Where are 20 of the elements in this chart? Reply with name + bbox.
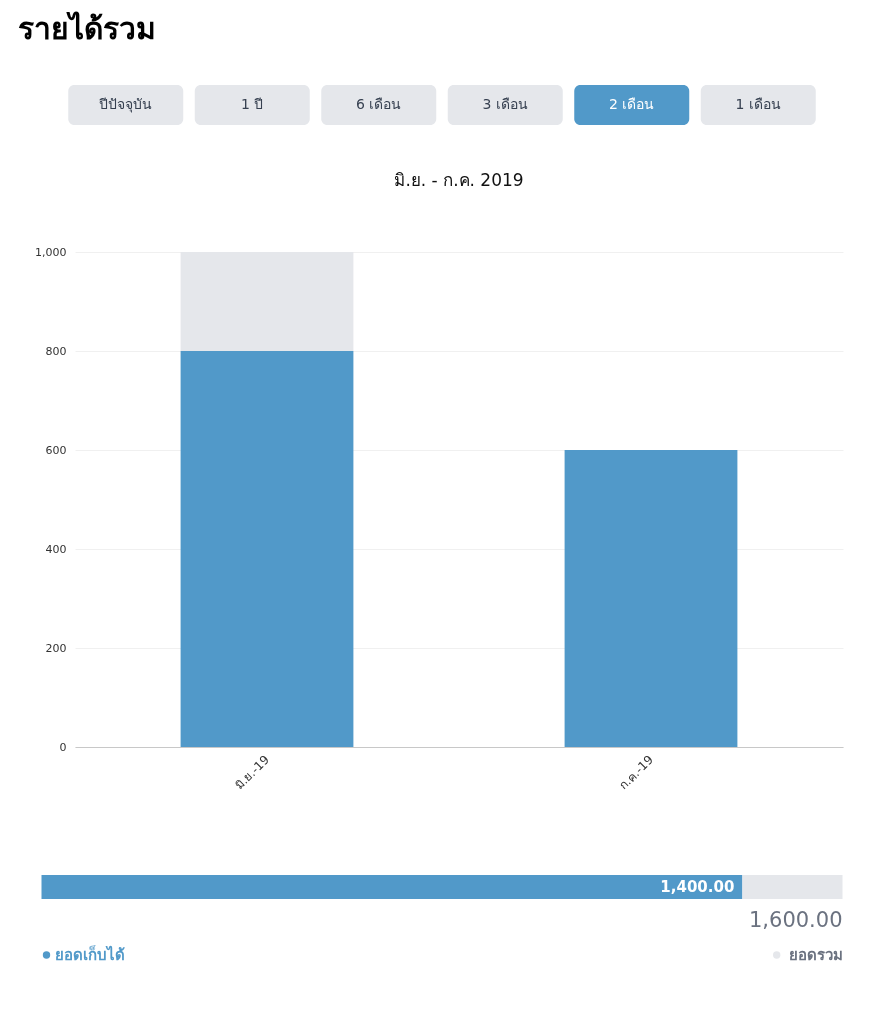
category-label: ปีปัจจุบัน (99, 96, 153, 113)
legend-label: ยอดเก็บได้ (54, 945, 125, 964)
y-tick-label: 0 (59, 740, 67, 754)
category-label: 1 ปี (241, 96, 264, 112)
y-tick-label: 800 (45, 344, 67, 358)
chart-title: มิ.ย. - ก.ค. 2019 (394, 170, 524, 190)
total-label: 1,600.00 (748, 908, 843, 932)
y-tick-label: 600 (45, 443, 67, 457)
bar (180, 351, 354, 747)
data-label: 1,400.00 (660, 878, 735, 896)
text: รายได้รวม (18, 11, 157, 46)
y-tick-label: 400 (45, 542, 67, 556)
category-label: 1 เดือน (735, 96, 781, 112)
y-tick-label: 1,000 (35, 245, 67, 259)
category-label: 3 เดือน (482, 96, 528, 112)
y-tick-label: 200 (45, 641, 67, 655)
category-label: 2 เดือน (609, 96, 655, 112)
bar (564, 450, 738, 747)
category-label: 6 เดือน (356, 96, 402, 112)
legend-label: ยอดรวม (788, 946, 843, 964)
